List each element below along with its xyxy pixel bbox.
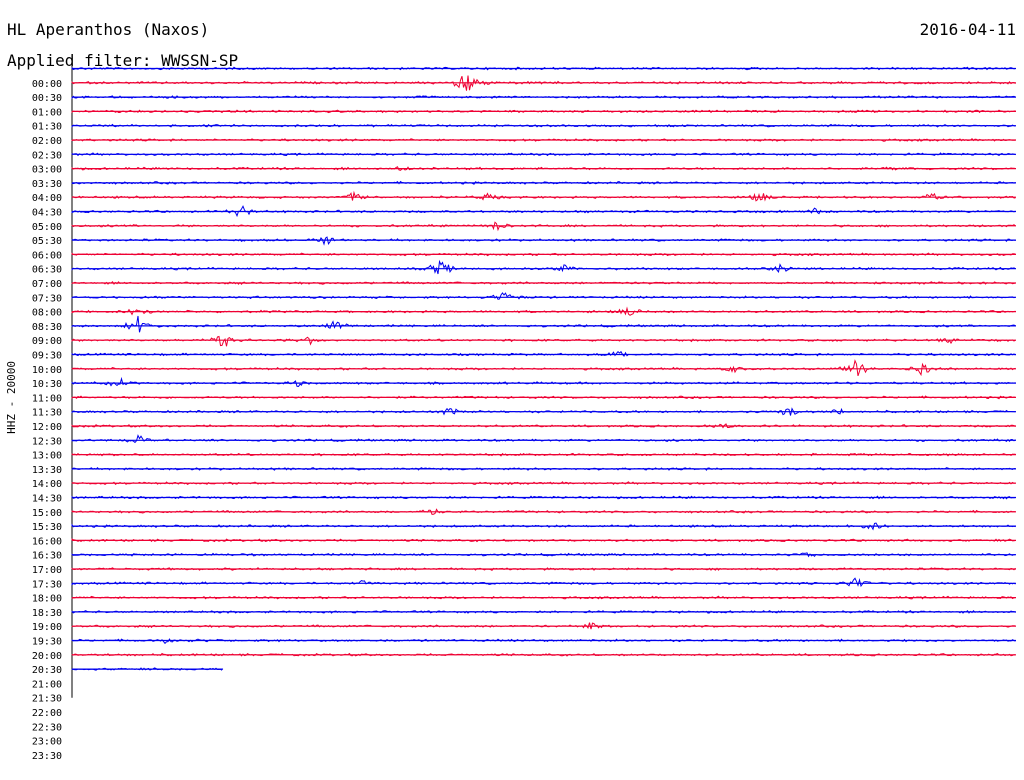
seismic-trace <box>71 259 1016 275</box>
time-tick-label: 22:00 <box>32 708 62 719</box>
time-tick-label: 18:30 <box>32 608 62 619</box>
time-tick-label: 19:00 <box>32 622 62 633</box>
time-tick-label: 14:00 <box>32 479 62 490</box>
time-tick-label: 13:00 <box>32 451 62 462</box>
time-tick-label: 10:30 <box>32 379 62 390</box>
time-tick-label: 17:00 <box>32 565 62 576</box>
time-tick-label: 12:30 <box>32 436 62 447</box>
record-date: 2016-04-11 <box>919 20 1016 39</box>
seismic-trace <box>71 638 1016 645</box>
time-tick-label: 05:00 <box>32 222 62 233</box>
time-tick-label: 11:00 <box>32 393 62 404</box>
time-tick-label: 14:30 <box>32 494 62 505</box>
time-tick-label: 10:00 <box>32 365 62 376</box>
time-tick-label: 23:30 <box>32 751 62 762</box>
time-tick-label: 13:30 <box>32 465 62 476</box>
time-tick-label: 17:30 <box>32 579 62 590</box>
time-tick-label: 18:00 <box>32 594 62 605</box>
time-tick-label: 05:30 <box>32 236 62 247</box>
time-tick-label: 19:30 <box>32 637 62 648</box>
time-tick-label: 00:30 <box>32 93 62 104</box>
station-title: HL Aperanthos (Naxos) <box>7 20 210 39</box>
time-tick-label: 20:30 <box>32 665 62 676</box>
time-tick-label: 08:30 <box>32 322 62 333</box>
time-tick-label: 00:00 <box>32 79 62 90</box>
filter-label: Applied filter: WWSSN-SP <box>7 51 239 70</box>
time-tick-label: 04:00 <box>32 193 62 204</box>
time-tick-label: 21:30 <box>32 694 62 705</box>
time-tick-label: 03:30 <box>32 179 62 190</box>
time-tick-label: 01:00 <box>32 107 62 118</box>
time-tick-label: 06:00 <box>32 250 62 261</box>
seismic-trace <box>71 434 1016 444</box>
y-axis-label: HHZ - 20000 <box>5 361 18 434</box>
time-tick-label: 16:00 <box>32 536 62 547</box>
time-tick-label: 07:00 <box>32 279 62 290</box>
time-tick-label: 22:30 <box>32 722 62 733</box>
time-tick-label: 11:30 <box>32 408 62 419</box>
seismic-trace <box>71 109 1016 114</box>
seismic-trace <box>71 577 1016 588</box>
time-tick-label: 09:00 <box>32 336 62 347</box>
time-tick-label: 02:00 <box>32 136 62 147</box>
time-tick-label: 15:00 <box>32 508 62 519</box>
time-tick-label: 06:30 <box>32 265 62 276</box>
time-tick-label: 16:30 <box>32 551 62 562</box>
time-tick-label: 09:30 <box>32 351 62 362</box>
time-tick-label: 04:30 <box>32 208 62 219</box>
seismic-trace <box>71 335 1016 347</box>
time-tick-label: 15:30 <box>32 522 62 533</box>
time-tick-label: 20:00 <box>32 651 62 662</box>
seismic-trace <box>71 292 1016 300</box>
time-tick-label: 02:30 <box>32 150 62 161</box>
seismic-trace <box>71 315 1016 333</box>
time-tick-label: 21:00 <box>32 679 62 690</box>
time-tick-label: 03:00 <box>32 165 62 176</box>
time-tick-label: 23:00 <box>32 737 62 748</box>
time-tick-label: 01:30 <box>32 122 62 133</box>
time-tick-label: 12:00 <box>32 422 62 433</box>
time-tick-label: 08:00 <box>32 308 62 319</box>
time-tick-label: 07:30 <box>32 293 62 304</box>
